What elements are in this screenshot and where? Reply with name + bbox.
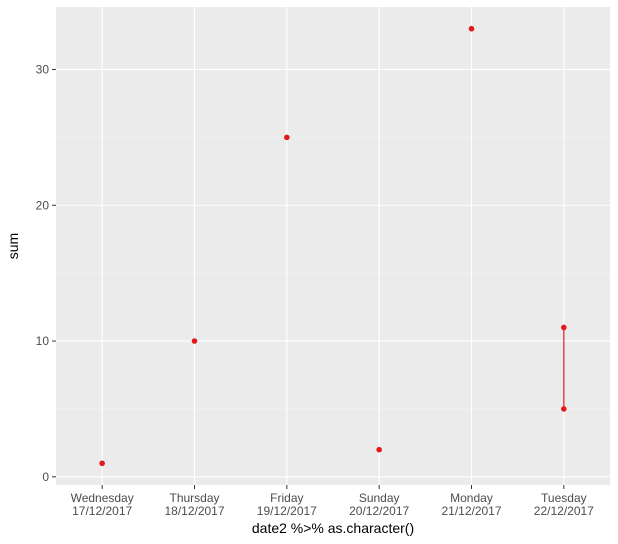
x-tick-label-day: Wednesday [71,491,134,505]
x-tick-label-date: 18/12/2017 [164,504,224,518]
x-tick-label-day: Friday [270,491,303,505]
data-point [561,406,567,412]
data-point [284,134,290,141]
x-tick-label-day: Sunday [359,491,400,505]
x-tick-label-date: 17/12/2017 [72,504,132,518]
minor-gridlines [56,137,610,410]
x-tick-label-day: Monday [450,491,493,505]
x-tick-label-date: 22/12/2017 [534,504,594,518]
data-point [561,324,567,331]
x-tick-label-day: Thursday [169,491,219,505]
data-point [99,460,105,467]
x-tick-label-date: 19/12/2017 [257,504,317,518]
plot-panel [56,7,610,485]
y-axis-ticks: 0 10 20 30 [36,62,56,484]
y-tick-label: 0 [42,470,49,484]
data-point [191,338,198,344]
data-point [376,446,382,453]
y-tick-label: 30 [36,62,50,76]
y-axis-title: sum [5,233,21,259]
y-tick-label: 10 [36,334,50,348]
x-tick-label-day: Tuesday [541,491,587,505]
y-tick-label: 20 [36,198,50,212]
data-point [468,25,475,32]
x-axis-title: date2 %>% as.character() [252,520,414,536]
x-tick-label-date: 21/12/2017 [441,504,501,518]
data-points [99,25,567,467]
x-tick-label-date: 20/12/2017 [349,504,409,518]
